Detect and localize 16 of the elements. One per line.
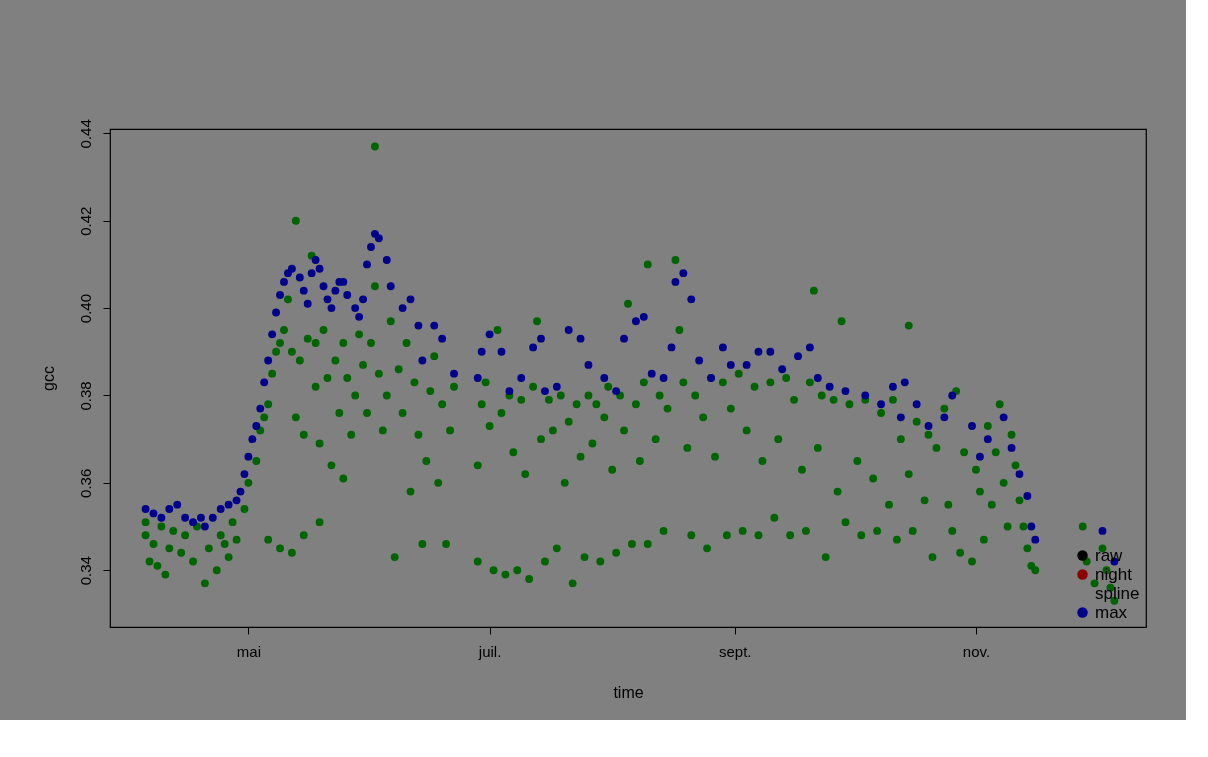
legend-label: night (1095, 564, 1133, 584)
x-tick-label: mai (236, 642, 261, 660)
x-tick-label: sept. (719, 642, 752, 660)
y-tick-label: 0.38 (76, 381, 94, 411)
y-tick-label: 0.42 (76, 206, 94, 236)
y-tick-label: 0.44 (76, 119, 94, 149)
y-tick-label: 0.36 (76, 468, 94, 498)
x-tick-label: nov. (962, 642, 991, 660)
y-axis-title: gcc (39, 366, 57, 391)
y-tick-label: 0.40 (76, 294, 94, 324)
legend-label: max (1095, 602, 1128, 622)
x-axis-title: time (613, 683, 644, 701)
legend-label: raw (1095, 545, 1124, 565)
x-tick-label: juil. (477, 642, 502, 660)
text: spline (1095, 583, 1140, 603)
y-tick-label: 0.34 (76, 556, 94, 586)
